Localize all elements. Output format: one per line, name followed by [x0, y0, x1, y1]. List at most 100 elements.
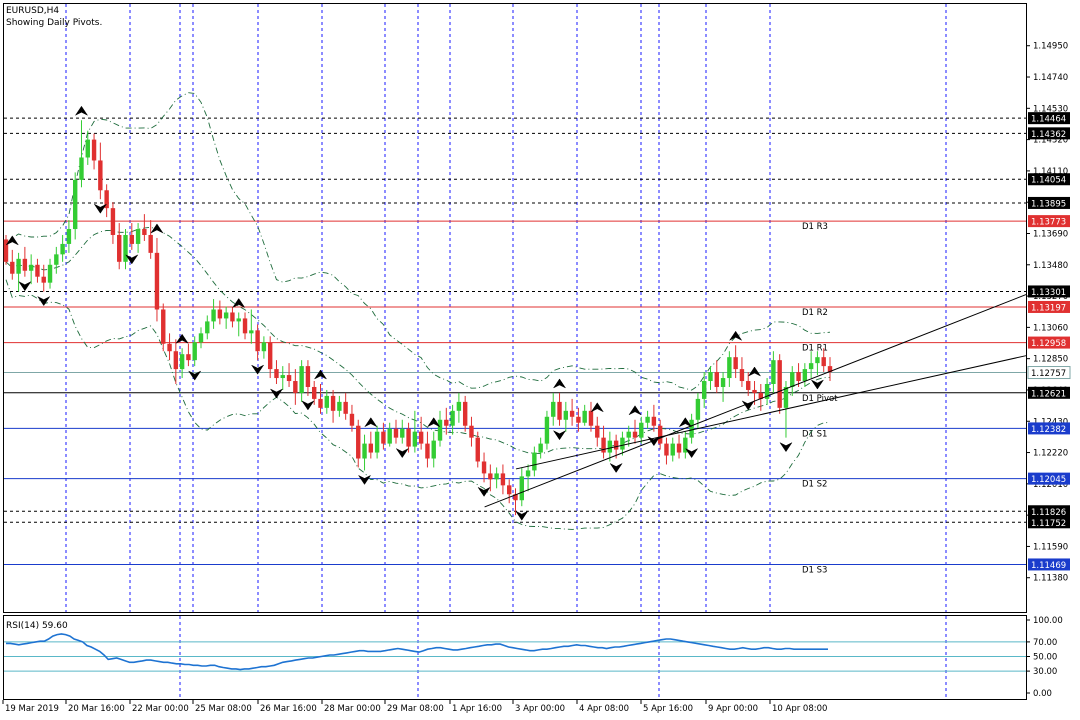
candle-body [242, 318, 248, 334]
price-tick-label: 1.12220 [1033, 449, 1068, 459]
time-label: 10 Apr 08:00 [772, 704, 827, 714]
time-label: 1 Apr 16:00 [452, 704, 502, 714]
candle-body [3, 239, 9, 262]
candle-body [551, 401, 556, 417]
candle-body [450, 410, 455, 426]
candle-body [255, 330, 260, 352]
time-label: 20 Mar 16:00 [68, 704, 125, 714]
candle-body [601, 437, 606, 453]
price-tick-label: 1.11590 [1033, 542, 1068, 552]
candle-body [312, 386, 317, 399]
time-label: 4 Apr 08:00 [579, 704, 629, 714]
candle-body [746, 381, 751, 390]
pivot-level-name: D1 S1 [802, 429, 827, 439]
candle-body [752, 389, 757, 393]
candle-body [444, 419, 449, 426]
candle-body [808, 363, 814, 370]
level-tag [1028, 127, 1070, 140]
level-tags: 1.14464 1.14362 1.14054 1.13895 1.13301 1.118… [1027, 112, 1071, 571]
candle-body [54, 254, 59, 265]
time-label: 29 Mar 08:00 [387, 704, 444, 714]
candle-body [507, 485, 512, 495]
horizontal-levels: D1 R3 D1 R2 D1 R1 D1 Pivot D1 S1 D1 S2 D1 S3 [4, 117, 1026, 575]
level-tag-text: 1.14362 [1031, 130, 1066, 140]
fractal-up-arrow [175, 333, 189, 344]
candle-body [98, 160, 103, 191]
candle-body [161, 309, 166, 344]
candle-body [632, 431, 638, 438]
candle-body [110, 208, 116, 235]
fractal-up-arrow [728, 330, 743, 341]
candle-body [47, 264, 53, 283]
candle-body [324, 395, 329, 408]
candle-body [318, 398, 323, 408]
level-tag [1028, 558, 1070, 571]
rsi-line [6, 633, 828, 671]
price-tick-label: 1.12010 [1033, 480, 1068, 490]
candle-body [72, 179, 78, 230]
fractal-down-arrow [301, 400, 315, 411]
pivot-level-name: D1 S2 [802, 480, 827, 490]
candle-body [582, 410, 587, 423]
candle-body [544, 416, 550, 444]
candle-body [91, 139, 97, 161]
lower-band [5, 279, 831, 530]
candles [3, 120, 833, 516]
fractal-down-arrow [395, 447, 410, 459]
fractal-down-arrow [779, 442, 793, 453]
fractal-down-arrow [684, 447, 699, 459]
fractal-down-arrow [609, 462, 623, 473]
vertical-grid [65, 4, 947, 699]
price-tick-label: 1.12430 [1033, 417, 1068, 427]
candle-body [494, 473, 499, 480]
level-tag-text: 1.12621 [1031, 389, 1066, 399]
candle-body [525, 470, 531, 477]
candle-body [135, 229, 141, 244]
time-label: 28 Mar 00:00 [324, 704, 381, 714]
candle-body [22, 258, 28, 271]
candle-body [651, 416, 657, 426]
fractal-up-arrow [552, 378, 567, 389]
candle-body [198, 333, 204, 343]
candle-body [595, 425, 600, 438]
level-tag-text: 1.13895 [1031, 199, 1066, 209]
candle-body [293, 381, 298, 393]
level-tag [1028, 196, 1070, 209]
candle-body [456, 401, 462, 411]
fractal-down-arrow [18, 281, 32, 292]
candle-body [481, 461, 487, 474]
candle-body [286, 375, 292, 382]
time-label: 5 Apr 16:00 [643, 704, 693, 714]
candle-body [815, 357, 820, 364]
candle-body [695, 398, 701, 420]
rsi-tick-label: 50.00 [1033, 653, 1057, 663]
level-tag [1028, 300, 1070, 313]
fractal-up-arrow [74, 105, 89, 116]
candle-body [356, 425, 361, 459]
fractal-down-arrow [37, 295, 51, 307]
candle-body [368, 443, 374, 453]
fractal-arrows [5, 105, 825, 521]
candle-body [720, 378, 726, 387]
candle-body [802, 369, 808, 382]
candle-body [129, 234, 135, 244]
fractal-up-arrow [590, 402, 604, 413]
candle-body [16, 258, 21, 274]
candle-body [469, 425, 474, 438]
fractal-down-arrow [125, 254, 139, 265]
level-tag [1028, 215, 1070, 228]
candle-body [261, 342, 267, 352]
fractal-down-arrow [250, 364, 265, 375]
price-tick-label: 1.13480 [1033, 261, 1068, 271]
candle-body [362, 443, 367, 459]
candle-body [381, 431, 386, 444]
level-tag [1028, 173, 1070, 186]
time-label: 19 Mar 2019 [5, 704, 59, 714]
channel-line [484, 294, 1027, 508]
price-tick-label: 1.13690 [1033, 229, 1068, 239]
candle-body [211, 309, 216, 322]
candle-body [557, 401, 562, 420]
candle-body [205, 321, 210, 334]
candle-body [620, 437, 625, 450]
